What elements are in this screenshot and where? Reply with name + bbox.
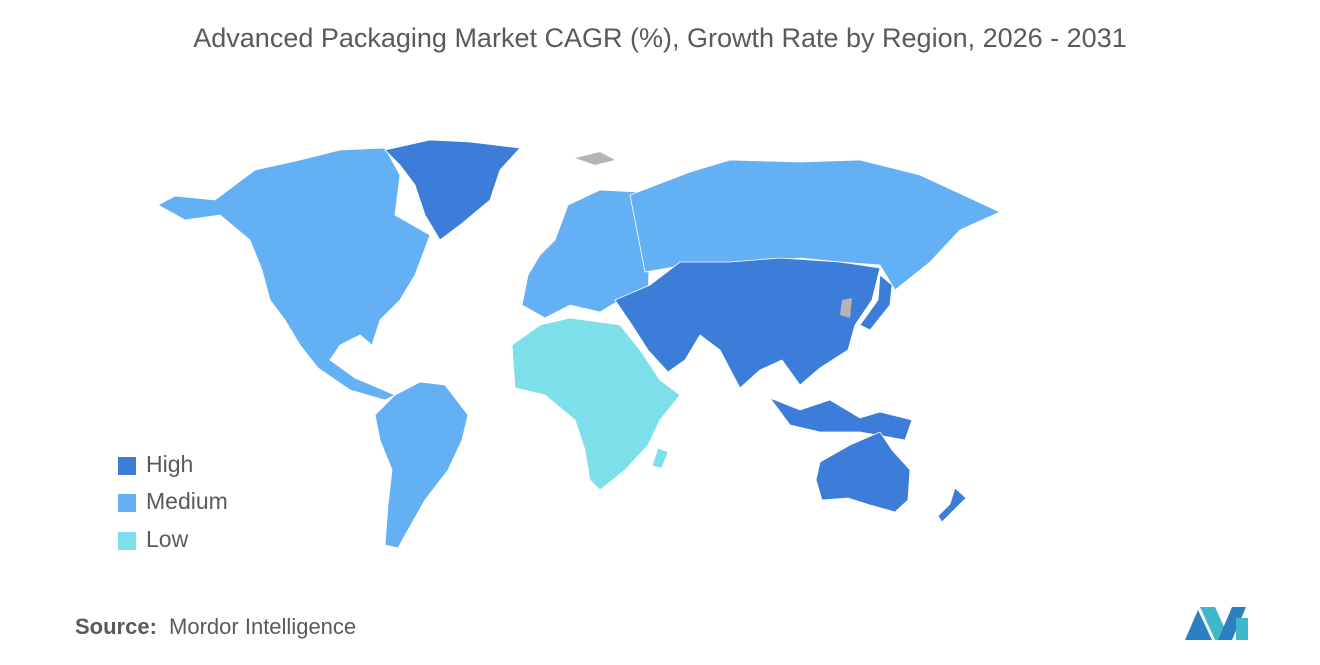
source-text: Mordor Intelligence [169, 614, 356, 639]
logo [1185, 607, 1248, 640]
southeast-asia-islands [768, 397, 913, 441]
legend-label: High [146, 451, 193, 477]
legend-label: Medium [146, 488, 228, 514]
legend-label: Low [146, 526, 189, 552]
legend: High Medium Low [118, 451, 228, 552]
world-map [157, 139, 1001, 549]
svalbard [575, 152, 615, 165]
greenland [384, 139, 521, 241]
source: Source: Mordor Intelligence [75, 614, 356, 639]
legend-swatch [118, 494, 136, 512]
asia [614, 257, 881, 389]
north-america [157, 147, 431, 401]
new-zealand [937, 487, 967, 523]
japan [859, 274, 893, 331]
korea [840, 298, 852, 318]
legend-swatch [118, 532, 136, 550]
africa [511, 317, 681, 491]
south-america [374, 381, 469, 549]
legend-swatch [118, 457, 136, 475]
australia [815, 431, 911, 513]
title: Advanced Packaging Market CAGR (%), Grow… [193, 23, 1126, 53]
source-label: Source: [75, 614, 157, 639]
madagascar [651, 447, 669, 469]
